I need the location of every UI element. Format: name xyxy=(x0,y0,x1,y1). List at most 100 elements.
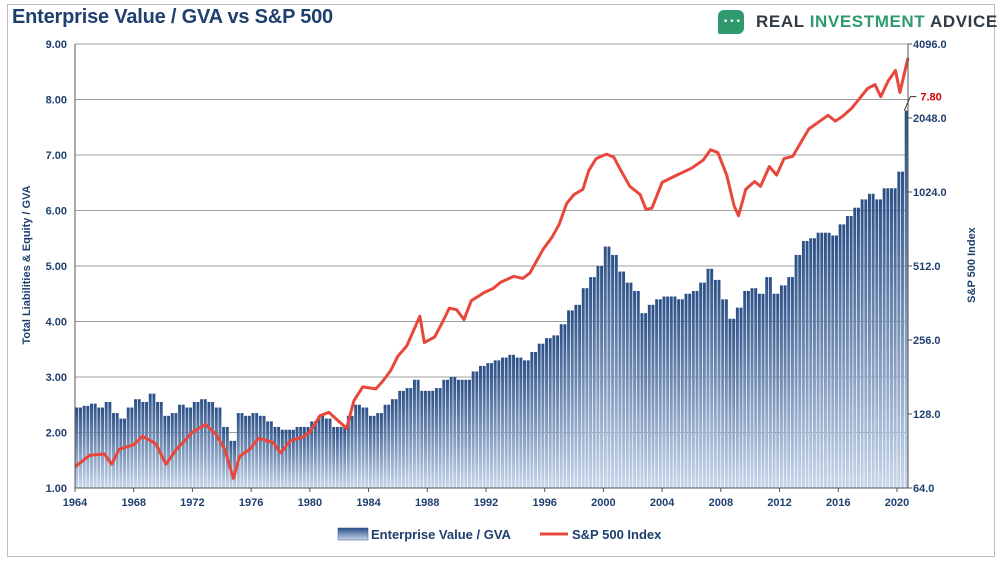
bar xyxy=(893,188,897,489)
bar xyxy=(541,343,545,488)
bar xyxy=(97,407,101,488)
bar xyxy=(570,310,574,488)
bar xyxy=(321,415,325,488)
bar xyxy=(743,290,747,488)
bar xyxy=(691,290,695,488)
bar xyxy=(739,307,743,488)
bar xyxy=(581,288,585,488)
bar xyxy=(618,271,622,488)
bar xyxy=(688,293,692,488)
bar xyxy=(222,426,226,488)
bar xyxy=(295,426,299,488)
bar xyxy=(82,405,86,488)
bar xyxy=(442,379,446,488)
bar xyxy=(409,388,413,488)
bar xyxy=(262,415,266,488)
bar xyxy=(754,288,758,488)
bar xyxy=(497,360,501,488)
y-tick-right: 4096.0 xyxy=(913,39,947,51)
bar xyxy=(684,293,688,488)
bar xyxy=(163,415,167,488)
x-tick: 2016 xyxy=(826,497,850,509)
bar xyxy=(812,238,816,488)
bar xyxy=(809,238,813,488)
bar xyxy=(372,415,376,488)
bar xyxy=(211,401,215,488)
callout-label: 7.80 xyxy=(920,92,941,104)
bar xyxy=(717,279,721,488)
bar xyxy=(141,401,145,488)
brand-prefix: REAL xyxy=(756,12,810,31)
bar xyxy=(779,285,783,488)
bar xyxy=(750,288,754,488)
bar xyxy=(482,365,486,488)
bar xyxy=(765,277,769,488)
bar xyxy=(101,407,104,488)
bar xyxy=(361,407,365,488)
legend: Enterprise Value / GVA S&P 500 Index xyxy=(337,527,662,542)
bar xyxy=(879,199,882,488)
bar xyxy=(508,354,512,488)
bar xyxy=(559,324,563,488)
bar xyxy=(335,426,339,488)
bar xyxy=(90,403,93,488)
y-tick-right: 2048.0 xyxy=(913,113,947,125)
y-tick-right: 64.0 xyxy=(913,483,934,495)
bar xyxy=(842,224,846,488)
bar xyxy=(501,357,504,488)
x-tick: 2008 xyxy=(709,497,733,509)
bar xyxy=(266,421,270,488)
bar xyxy=(864,199,868,488)
bar xyxy=(479,365,482,488)
bar xyxy=(453,377,457,488)
bar xyxy=(534,352,538,488)
x-tick: 1972 xyxy=(180,497,204,509)
bar xyxy=(181,404,185,488)
bar xyxy=(79,407,82,488)
bar xyxy=(611,254,615,488)
bar xyxy=(255,413,259,488)
bar xyxy=(607,246,611,488)
bar xyxy=(713,279,717,488)
bar xyxy=(860,199,864,488)
y-tick-left: 1.00 xyxy=(46,483,67,495)
x-tick: 1968 xyxy=(121,497,145,509)
bar xyxy=(145,401,149,488)
bar-series xyxy=(75,110,908,489)
bar xyxy=(710,268,714,488)
bar xyxy=(728,318,732,488)
bar xyxy=(75,407,79,488)
brand-suffix: ADVICE xyxy=(925,12,998,31)
legend-swatch-bars xyxy=(337,527,369,541)
bar xyxy=(636,290,640,488)
bar xyxy=(578,304,582,488)
bar xyxy=(537,343,541,488)
bar xyxy=(108,401,112,488)
bar xyxy=(207,401,211,488)
bar xyxy=(167,415,171,488)
bar xyxy=(192,401,196,488)
bar xyxy=(324,418,328,488)
bar xyxy=(890,188,893,489)
bar xyxy=(203,399,207,488)
bar xyxy=(86,405,90,488)
bar xyxy=(658,299,662,488)
bar xyxy=(357,404,361,488)
bar xyxy=(699,282,703,488)
bar xyxy=(471,371,475,488)
bar xyxy=(761,293,765,488)
bar xyxy=(288,429,292,488)
bar xyxy=(901,171,904,488)
bar xyxy=(585,288,589,488)
bar xyxy=(247,415,251,488)
x-tick-labels: 1964 1968 1972 1976 1980 1984 1988 1992 1996 2000… xyxy=(63,497,909,509)
left-tick-labels: 1.00 2.00 3.00 4.00 5.00 6.00 7.00 8.00 9.00 xyxy=(46,39,67,495)
bar xyxy=(434,388,438,488)
bar xyxy=(468,379,471,488)
bar xyxy=(354,404,358,488)
y-tick-left: 2.00 xyxy=(46,428,67,440)
bar xyxy=(185,407,189,488)
bar xyxy=(838,224,842,488)
bar xyxy=(196,401,200,488)
bar xyxy=(596,266,600,488)
